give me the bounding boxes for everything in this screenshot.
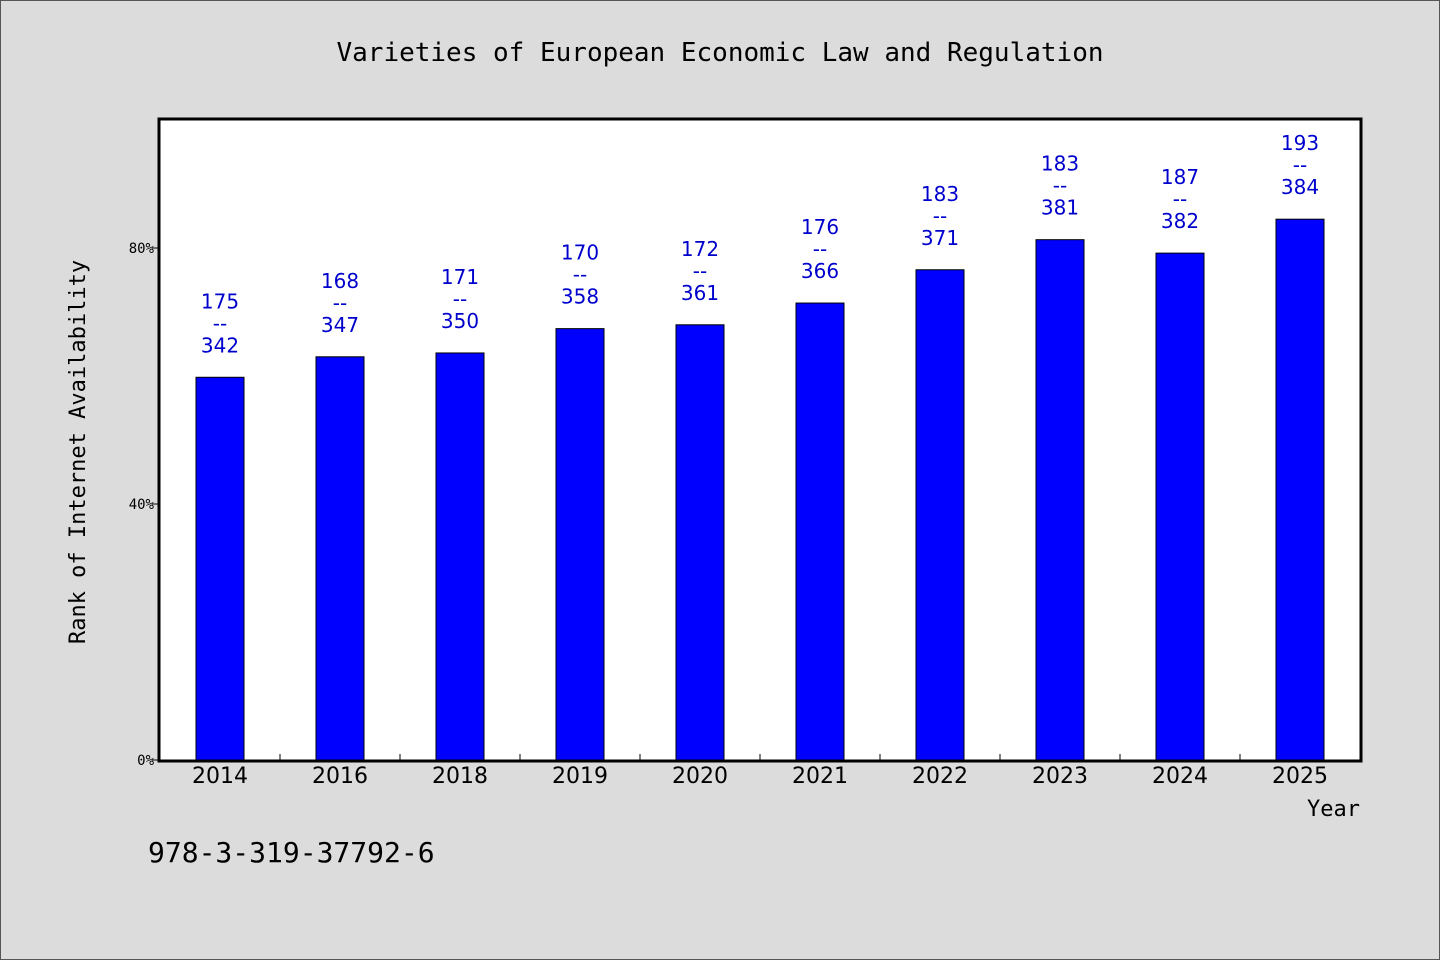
data-label-2018-1: -- [453,287,467,311]
x-tick-label-2016: 2016 [312,764,368,789]
y-ticks-group: 0% 40% 80% [129,241,160,769]
data-label-2024-2: 382 [1161,209,1199,233]
bar-2025 [1275,218,1325,761]
data-label-2022-2: 371 [921,226,959,250]
data-label-2020-0: 172 [681,237,719,261]
bar-2023 [1035,239,1085,761]
x-axis-label: Year [1307,797,1360,822]
data-label-2016-0: 168 [321,269,359,293]
data-label-2021-2: 366 [801,259,839,283]
bars-group [195,218,1325,761]
data-label-2019-1: -- [573,263,587,287]
x-tick-label-2019: 2019 [552,764,608,789]
data-label-2023-0: 183 [1041,152,1079,176]
data-label-2024-1: -- [1173,187,1187,211]
bar-2021 [795,302,845,761]
bar-2014 [195,376,245,761]
x-tick-label-2021: 2021 [792,764,848,789]
y-tick-label-0: 0% [137,753,154,769]
data-label-2019-0: 170 [561,241,599,265]
data-label-2020-2: 361 [681,281,719,305]
bar-2020 [675,324,725,761]
data-label-2023-2: 381 [1041,196,1079,220]
data-label-2025-1: -- [1293,153,1307,177]
x-ticks-group: 2014 2016 2018 2019 2020 2021 2022 2023 2024 2025 [192,754,1328,789]
data-label-2018-0: 171 [441,265,479,289]
data-label-2018-2: 350 [441,309,479,333]
data-label-2020-1: -- [693,259,707,283]
data-label-2024-0: 187 [1161,165,1199,189]
data-label-2021-0: 176 [801,215,839,239]
data-label-2019-2: 358 [561,285,599,309]
x-tick-label-2022: 2022 [912,764,968,789]
data-label-2016-2: 347 [321,313,359,337]
data-label-2014-1: -- [213,311,227,335]
bar-2018 [435,352,485,761]
y-tick-label-80: 80% [129,241,155,257]
chart-title: Varieties of European Economic Law and R… [336,38,1103,68]
data-label-2025-0: 193 [1281,131,1319,155]
x-tick-label-2025: 2025 [1272,764,1328,789]
bar-2019 [555,328,605,761]
data-label-2016-1: -- [333,291,347,315]
bar-2024 [1155,252,1205,761]
data-label-2022-1: -- [933,204,947,228]
x-tick-label-2018: 2018 [432,764,488,789]
x-tick-label-2014: 2014 [192,764,248,789]
data-label-2014-2: 342 [201,333,239,357]
data-labels-group: 175--342168--347171--350170--358172--361… [201,131,1319,357]
data-label-2014-0: 175 [201,289,239,313]
bar-2022 [915,269,965,761]
x-tick-label-2023: 2023 [1032,764,1088,789]
data-label-2025-2: 384 [1281,175,1319,199]
x-tick-label-2024: 2024 [1152,764,1208,789]
data-label-2023-1: -- [1053,174,1067,198]
y-axis-label: Rank of Internet Availability [66,260,91,644]
bar-2016 [315,356,365,761]
data-label-2022-0: 183 [921,182,959,206]
x-tick-label-2020: 2020 [672,764,728,789]
isbn-text: 978-3-319-37792-6 [148,836,435,869]
data-label-2021-1: -- [813,237,827,261]
y-tick-label-40: 40% [129,497,155,513]
